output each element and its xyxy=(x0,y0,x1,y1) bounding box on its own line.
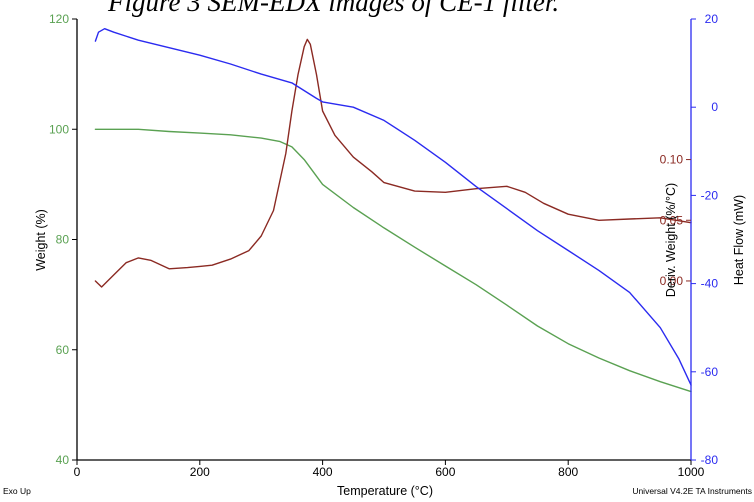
x-tick-label: 200 xyxy=(190,465,210,479)
deriv-axis-ticks: 0.00 0.05 0.10 xyxy=(660,153,691,288)
heat-flow-tick-label: 0 xyxy=(711,100,718,114)
weight-axis-label: Weight (%) xyxy=(34,209,48,271)
heat-flow-series-line xyxy=(94,28,692,386)
series-layer xyxy=(94,28,692,393)
x-tick-label: 600 xyxy=(435,465,455,479)
weight-tick-label: 40 xyxy=(56,453,70,467)
deriv-tick-label: 0.10 xyxy=(660,153,684,167)
exo-up-note: Exo Up xyxy=(3,486,31,496)
deriv-tick-label: 0.05 xyxy=(660,213,684,227)
heat-flow-tick-label: 20 xyxy=(705,12,719,26)
heat-flow-axis-ticks: -80 -60 -40 -20 0 20 xyxy=(691,12,718,467)
heat-flow-tick-label: -80 xyxy=(701,453,719,467)
figure-caption: Figure 3 SEM-EDX images of CE-1 filter. xyxy=(108,0,560,17)
weight-tick-label: 80 xyxy=(56,233,70,247)
x-axis-label: Temperature (°C) xyxy=(337,484,433,498)
weight-tick-label: 60 xyxy=(56,343,70,357)
heat-flow-tick-label: -60 xyxy=(701,365,719,379)
x-tick-label: 1000 xyxy=(678,465,705,479)
x-tick-label: 800 xyxy=(558,465,578,479)
weight-axis-ticks: 40 60 80 100 120 xyxy=(49,12,77,467)
weight-tick-label: 120 xyxy=(49,12,69,26)
deriv-series-line xyxy=(94,38,692,288)
deriv-axis-label: Deriv. Weight (%/°C) xyxy=(664,183,678,297)
instrument-note: Universal V4.2E TA Instruments xyxy=(632,486,752,496)
deriv-tick-label: 0.00 xyxy=(660,274,684,288)
weight-series-line xyxy=(94,128,692,393)
weight-tick-label: 100 xyxy=(49,122,69,136)
x-tick-label: 0 xyxy=(74,465,81,479)
heat-flow-tick-label: -40 xyxy=(701,277,719,291)
x-axis-ticks: 0 200 400 600 800 1000 xyxy=(74,460,705,479)
heat-flow-axis-label: Heat Flow (mW) xyxy=(732,195,746,285)
heat-flow-tick-label: -20 xyxy=(701,188,719,202)
x-tick-label: 400 xyxy=(313,465,333,479)
